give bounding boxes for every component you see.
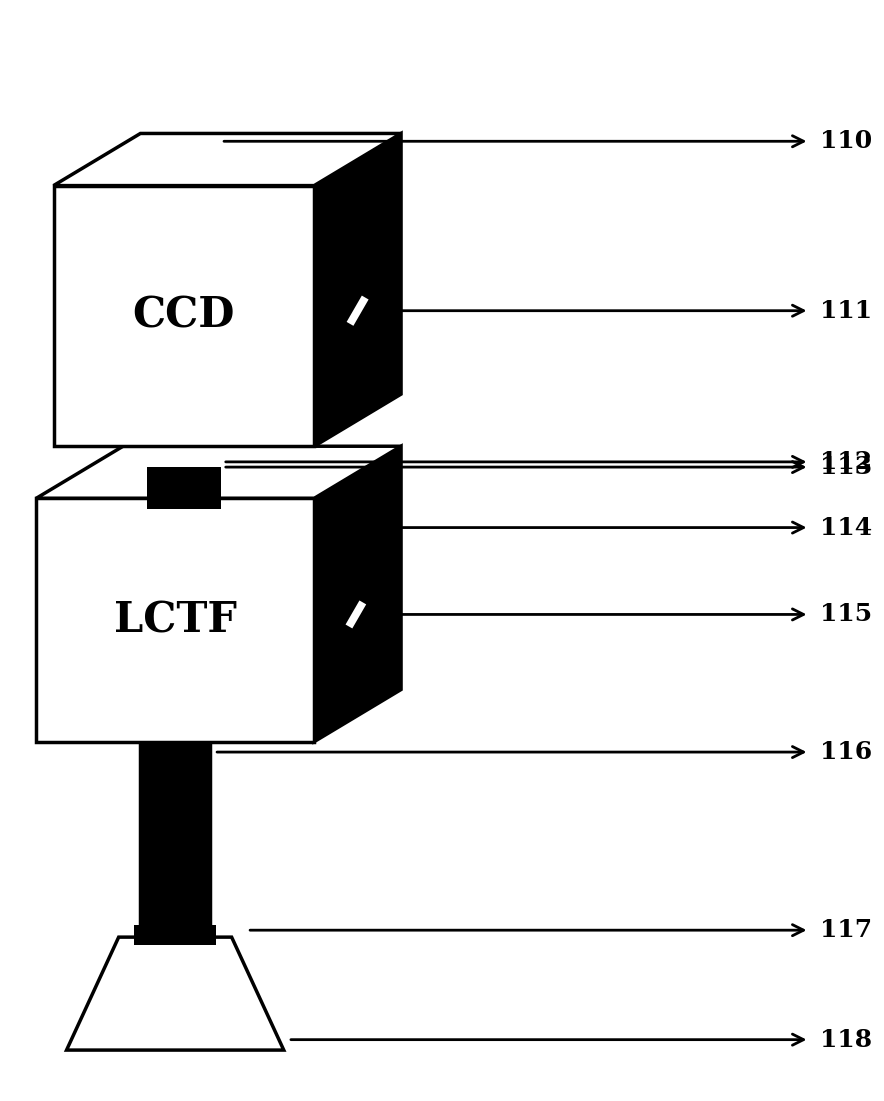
Polygon shape [314, 446, 401, 742]
Text: 118: 118 [819, 1027, 872, 1051]
Text: 112: 112 [819, 450, 872, 473]
Text: 111: 111 [819, 298, 872, 323]
Text: 110: 110 [819, 129, 872, 153]
Polygon shape [66, 937, 284, 1050]
Text: CCD: CCD [133, 295, 235, 337]
Text: 114: 114 [819, 515, 872, 539]
Polygon shape [347, 295, 369, 326]
Polygon shape [54, 133, 401, 186]
Bar [149, 446, 218, 499]
Bar [147, 467, 221, 509]
Text: 113: 113 [819, 455, 872, 479]
Bar [141, 742, 210, 937]
Bar [54, 186, 314, 446]
Bar [36, 499, 314, 742]
Bar [133, 925, 217, 945]
Polygon shape [36, 446, 401, 499]
Text: 115: 115 [819, 602, 872, 626]
Polygon shape [346, 600, 366, 629]
Text: LCTF: LCTF [114, 599, 237, 641]
Text: 117: 117 [819, 918, 872, 942]
Polygon shape [314, 133, 401, 446]
Text: 116: 116 [819, 740, 872, 764]
